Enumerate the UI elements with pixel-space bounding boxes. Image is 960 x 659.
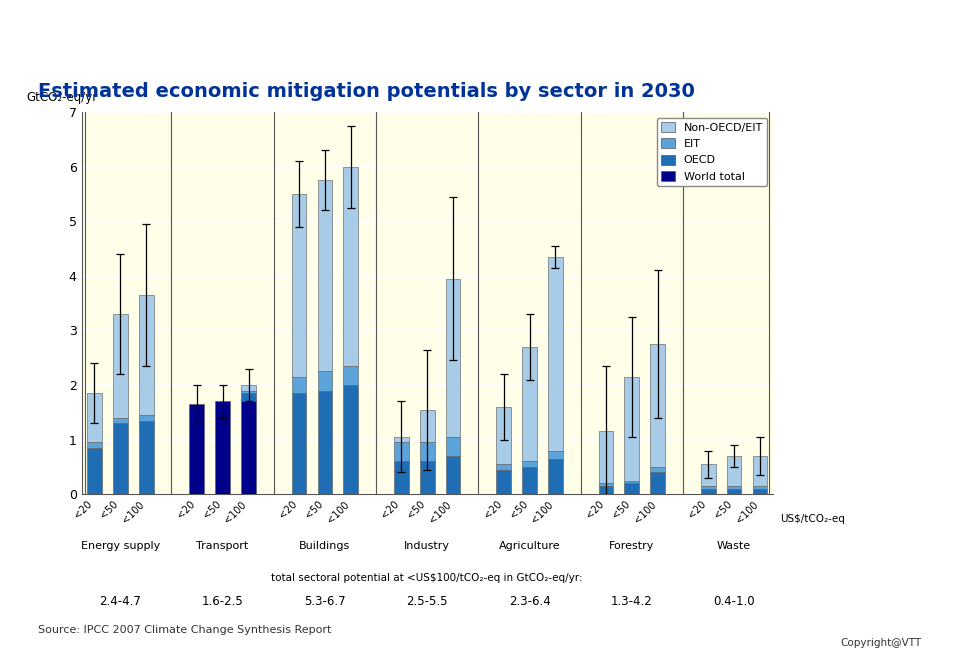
Bar [496,470,511,494]
Bar [727,486,741,489]
Bar [318,391,332,494]
Bar [753,486,767,489]
Text: Copyright@VTT: Copyright@VTT [840,638,922,648]
Bar [651,467,665,473]
Bar [753,456,767,486]
Bar [241,385,255,391]
Bar [292,377,306,393]
Text: 2.3-6.4: 2.3-6.4 [509,595,550,608]
Bar [394,437,409,442]
Text: 5.3-6.7: 5.3-6.7 [304,595,346,608]
Text: Energy supply: Energy supply [81,540,160,551]
Text: US$/tCO₂-eq: US$/tCO₂-eq [780,514,845,524]
Bar [318,181,332,372]
Text: 3: 3 [768,28,777,42]
Bar [87,442,102,448]
Bar [753,489,767,494]
Bar [420,410,435,442]
Bar [701,486,715,489]
Bar [292,194,306,377]
Text: Forestry: Forestry [610,540,655,551]
Bar [394,461,409,494]
Bar [420,461,435,494]
Bar [548,459,563,494]
Bar [241,393,255,401]
Bar [651,473,665,494]
Bar [522,461,537,467]
Bar [496,407,511,464]
Bar [701,464,715,486]
Text: 2.4-4.7: 2.4-4.7 [99,595,141,608]
Bar [548,257,563,451]
Bar [599,486,613,494]
Bar [651,344,665,467]
Bar [727,456,741,486]
Bar [113,423,128,494]
Bar [318,372,332,391]
Text: Transport: Transport [197,540,249,551]
Text: Waste: Waste [717,540,751,551]
Bar [548,451,563,459]
Bar [139,415,154,420]
Text: 1.6-2.5: 1.6-2.5 [202,595,244,608]
Text: 0.4-1.0: 0.4-1.0 [713,595,755,608]
Text: Agriculture: Agriculture [498,540,561,551]
Bar [292,393,306,494]
Legend: Non-OECD/EIT, EIT, OECD, World total: Non-OECD/EIT, EIT, OECD, World total [657,117,767,186]
Text: 15/05/2011: 15/05/2011 [662,30,726,40]
Bar [113,418,128,423]
Text: 1.3-4.2: 1.3-4.2 [611,595,653,608]
Bar [625,377,639,480]
Bar [139,420,154,494]
Bar [420,442,435,461]
Bar [522,467,537,494]
Bar [701,489,715,494]
Bar [522,347,537,461]
Bar [87,393,102,442]
Bar [189,404,204,494]
Bar [625,480,639,483]
Bar [344,366,358,385]
Bar [445,279,461,437]
Text: GtCO₂-eq/yr: GtCO₂-eq/yr [26,92,98,104]
Bar [625,483,639,494]
Bar [215,401,229,494]
Bar [599,432,613,483]
Text: 2.5-5.5: 2.5-5.5 [406,595,448,608]
Bar [241,401,255,494]
Text: Industry: Industry [404,540,450,551]
Bar [87,448,102,494]
Bar [241,391,255,393]
Bar [394,442,409,461]
Bar [344,385,358,494]
Bar [344,167,358,366]
Text: total sectoral potential at <US$100/tCO₂-eq in GtCO₂-eq/yr:: total sectoral potential at <US$100/tCO₂… [272,573,583,583]
Text: VTT TECHNICAL RESEARCH CENTRE OF FINLAND: VTT TECHNICAL RESEARCH CENTRE OF FINLAND [10,30,292,40]
Bar [727,489,741,494]
Text: vtt: vtt [868,22,908,47]
Bar [445,437,461,456]
Bar [599,483,613,486]
Text: Estimated economic mitigation potentials by sector in 2030: Estimated economic mitigation potentials… [38,82,695,101]
Bar [139,295,154,415]
Bar [445,456,461,494]
Bar [113,314,128,418]
Text: Source: IPCC 2007 Climate Change Synthesis Report: Source: IPCC 2007 Climate Change Synthes… [38,625,332,635]
Text: Buildings: Buildings [300,540,350,551]
Bar [496,464,511,470]
